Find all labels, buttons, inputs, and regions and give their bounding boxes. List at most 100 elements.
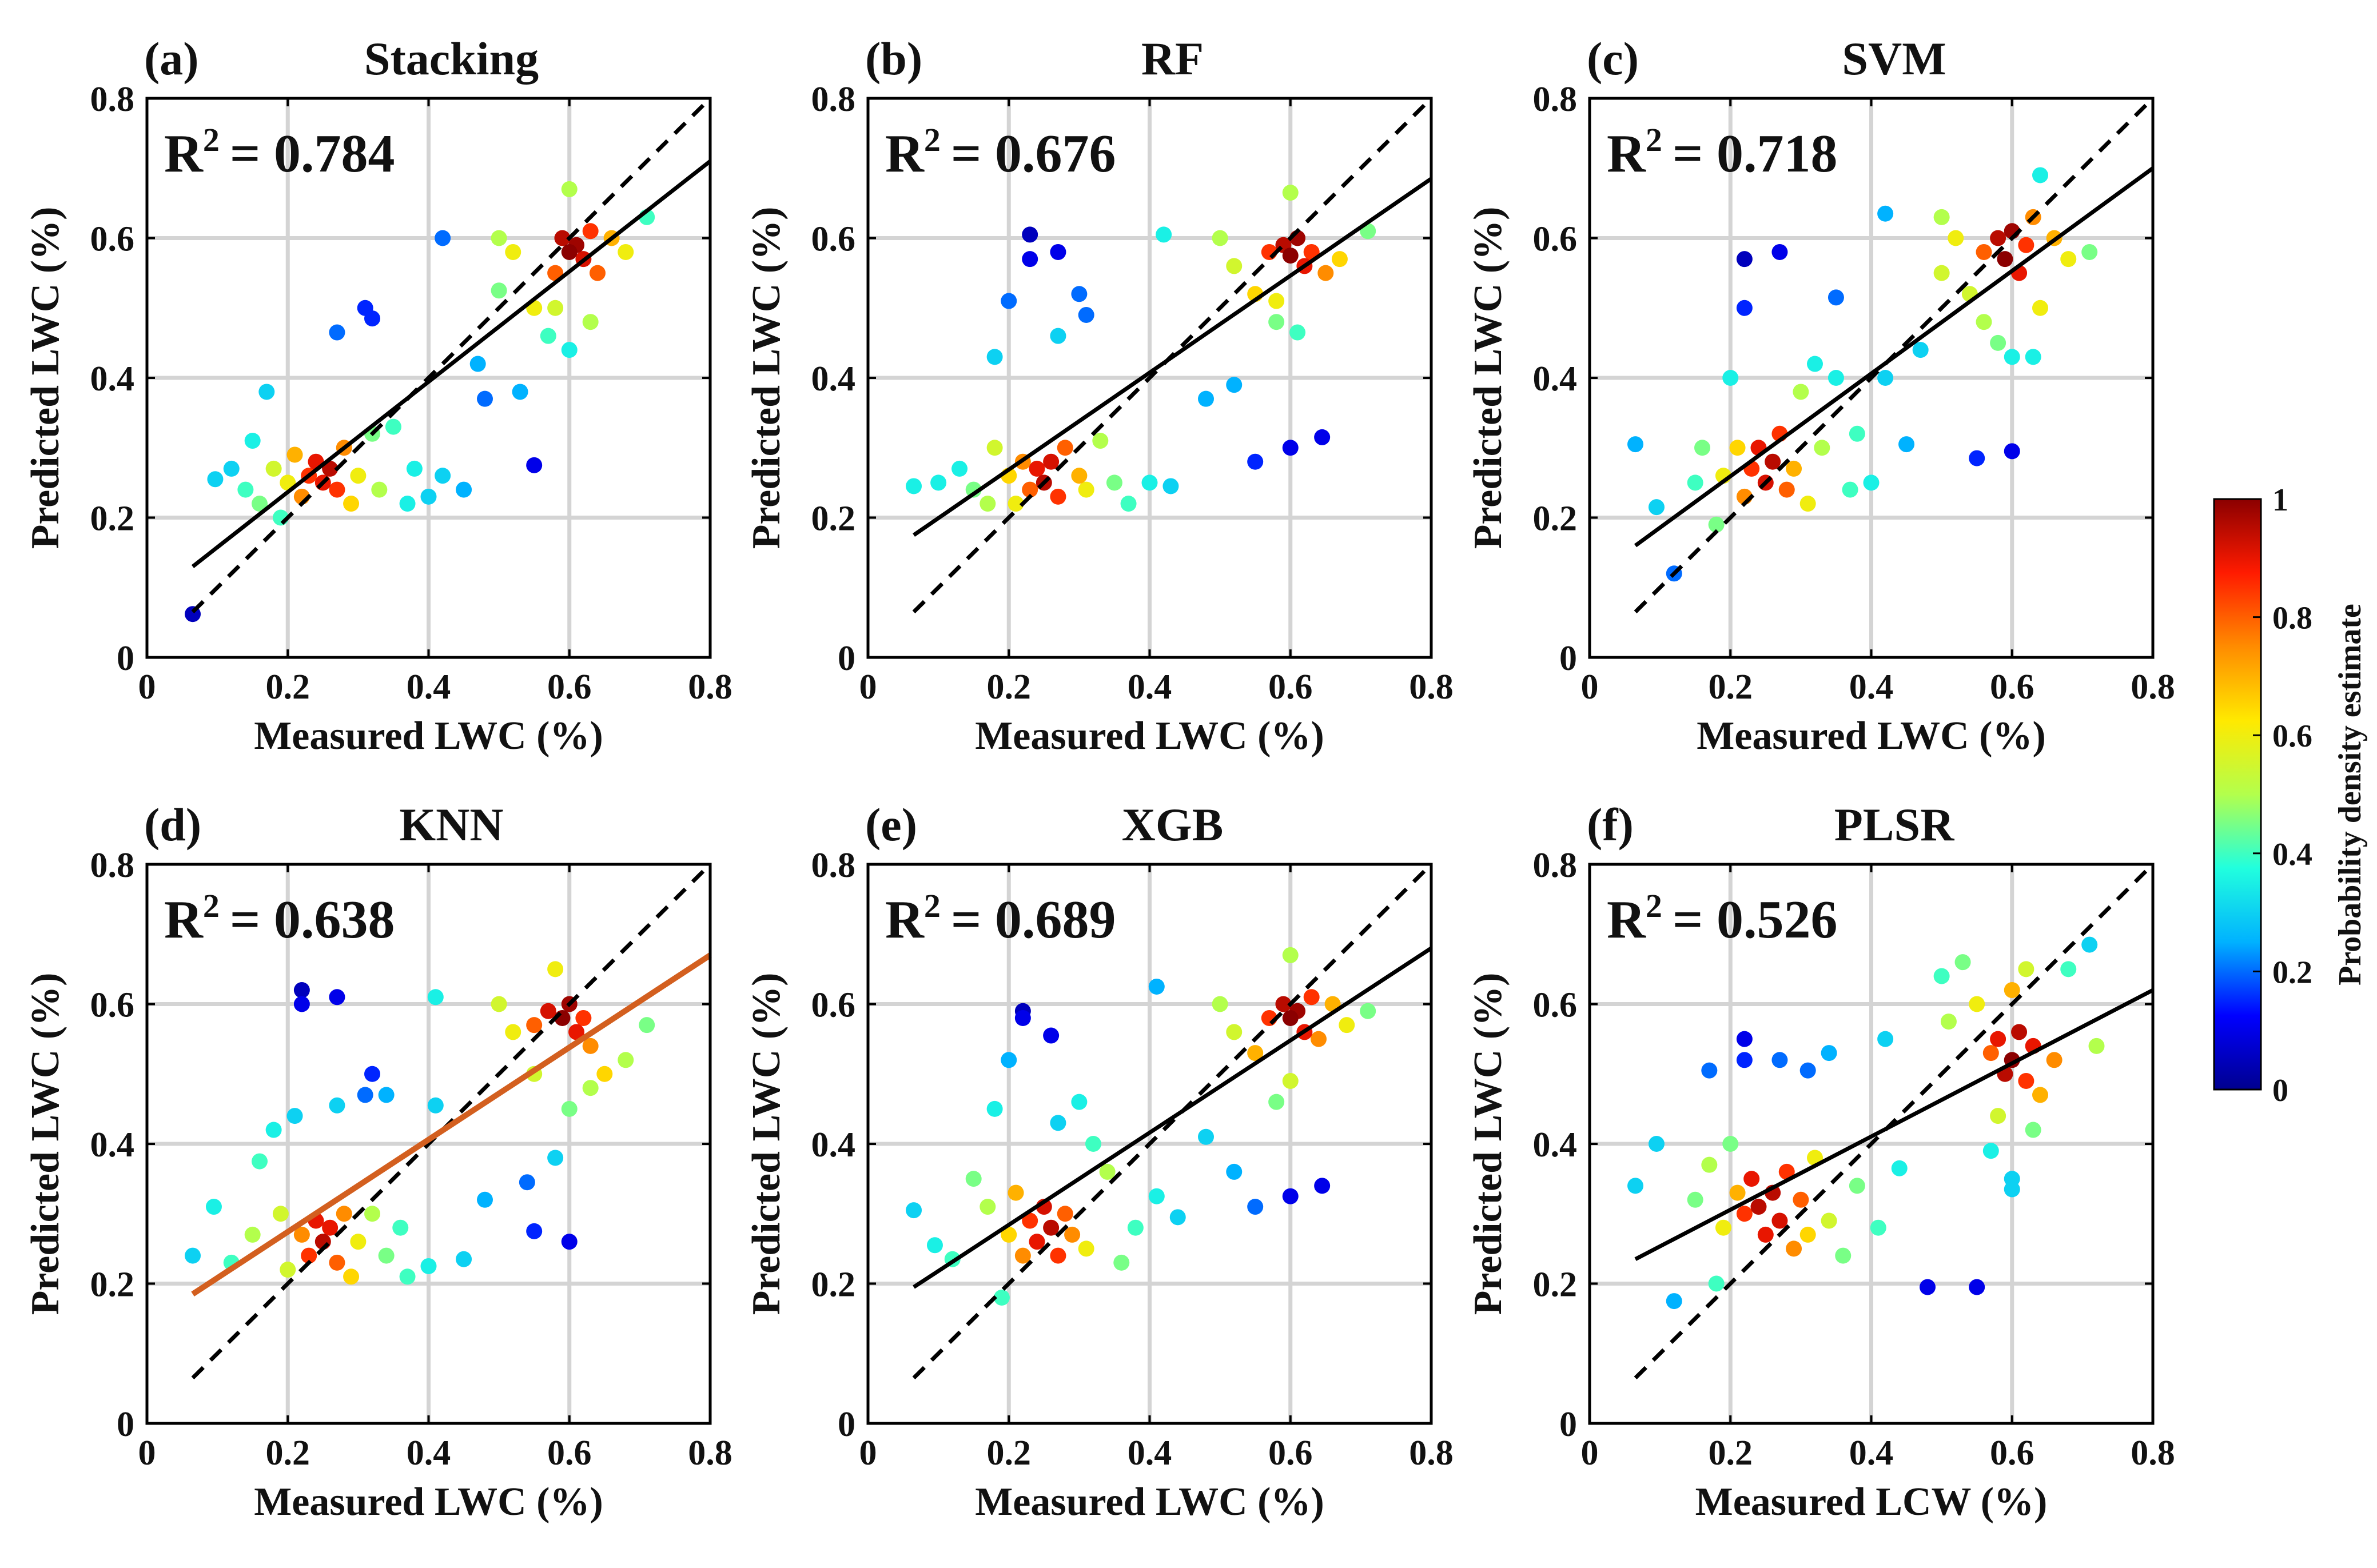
panel-label: (c)	[1587, 33, 1639, 85]
scatter-point	[1078, 1240, 1094, 1257]
scatter-point	[1722, 1136, 1739, 1152]
r2-superscript: 2	[1646, 887, 1662, 924]
scatter-point	[1092, 433, 1109, 449]
scatter-point	[1014, 1247, 1031, 1264]
y-tick-label: 0.6	[90, 986, 135, 1025]
scatter-point	[427, 989, 444, 1006]
scatter-point	[1743, 1171, 1760, 1187]
panel-label: (a)	[144, 33, 199, 85]
scatter-point	[1933, 265, 1950, 281]
scatter-point	[293, 982, 310, 999]
r-squared-annotation: R2 = 0.784	[164, 121, 395, 183]
scatter-point	[1793, 1191, 1809, 1208]
scatter-point	[1849, 425, 1865, 442]
x-tick-label: 0.6	[547, 1434, 592, 1473]
scatter-point	[1360, 1003, 1376, 1019]
scatter-point	[540, 328, 556, 344]
x-axis-label: Measured LCW (%)	[1695, 1480, 2048, 1524]
scatter-point	[1990, 1108, 2006, 1124]
scatter-point	[350, 468, 367, 484]
scatter-point	[1736, 251, 1753, 268]
scatter-point	[2004, 349, 2020, 365]
scatter-point	[435, 230, 451, 246]
r2-superscript: 2	[203, 887, 220, 924]
r2-prefix: R	[164, 890, 204, 949]
scatter-point	[258, 384, 275, 400]
y-tick-label: 0.4	[90, 1126, 135, 1164]
scatter-point	[1064, 1226, 1081, 1243]
r2-prefix: R	[885, 124, 925, 183]
scatter-point	[343, 496, 360, 512]
y-tick-label: 0.2	[90, 1266, 135, 1304]
scatter-point	[1729, 1184, 1746, 1201]
scatter-point	[1106, 474, 1122, 491]
scatter-point	[1226, 377, 1243, 393]
scatter-point	[322, 1219, 339, 1236]
y-tick-label: 0	[1559, 1405, 1577, 1444]
scatter-point	[1247, 1199, 1264, 1215]
y-tick-label: 0.6	[90, 220, 135, 259]
scatter-point	[1289, 324, 1306, 341]
r2-superscript: 2	[1646, 121, 1662, 158]
scatter-point	[1736, 300, 1753, 316]
scatter-point	[1008, 496, 1024, 512]
scatter-point	[1282, 440, 1299, 456]
x-tick-label: 0	[138, 668, 156, 707]
y-tick-label: 0.4	[811, 1126, 856, 1164]
scatter-point	[2018, 961, 2034, 977]
scatter-point	[561, 244, 578, 260]
scatter-point	[1990, 1031, 2006, 1047]
x-tick-label: 0.4	[1849, 668, 1894, 707]
scatter-point	[1029, 460, 1045, 477]
scatter-points	[185, 961, 655, 1285]
scatter-point	[1071, 1094, 1088, 1110]
scatter-point	[343, 1268, 360, 1285]
colorbar-tick-label: 0.2	[2272, 955, 2312, 990]
scatter-point	[272, 1206, 289, 1222]
scatter-point	[1849, 1178, 1865, 1194]
scatter-point	[1877, 205, 1894, 222]
scatter-point	[280, 1262, 296, 1278]
x-tick-label: 0	[859, 1434, 877, 1473]
scatter-point	[1339, 1017, 1355, 1034]
scatter-point	[582, 1038, 599, 1054]
scatter-point	[2081, 244, 2098, 260]
colorbar-tick-label: 0	[2272, 1073, 2288, 1108]
scatter-point	[1976, 244, 1992, 260]
scatter-point	[547, 1150, 564, 1166]
scatter-point	[2088, 1038, 2105, 1054]
scatter-point	[491, 230, 507, 246]
x-tick-label: 0.8	[688, 668, 732, 707]
fit-line	[913, 177, 1432, 537]
scatter-point	[1821, 1045, 1837, 1062]
scatter-point	[420, 488, 437, 505]
scatter-point	[1687, 474, 1703, 491]
scatter-point	[1282, 1072, 1299, 1089]
scatter-point	[1198, 390, 1214, 407]
scatter-point	[1247, 1045, 1264, 1062]
colorbar-tick-label: 0.4	[2272, 837, 2312, 872]
scatter-point	[371, 481, 388, 498]
scatter-point	[1765, 453, 1781, 470]
scatter-point	[1898, 436, 1915, 453]
scatter-point	[491, 282, 507, 299]
x-tick-label: 0.2	[1709, 1434, 1753, 1473]
scatter-point	[926, 1237, 943, 1254]
r2-superscript: 2	[924, 887, 941, 924]
y-axis-label: Predicted LWC (%)	[23, 207, 67, 549]
scatter-point	[575, 1010, 592, 1026]
scatter-point	[1085, 1136, 1101, 1152]
scatter-point	[906, 478, 922, 494]
r-squared-annotation: R2 = 0.718	[1607, 121, 1837, 183]
scatter-point	[1969, 996, 1985, 1012]
scatter-point	[512, 384, 528, 400]
scatter-point	[2046, 1052, 2063, 1068]
scatter-point	[435, 468, 451, 484]
scatter-point	[1169, 1209, 1186, 1226]
panel-title: RF	[1141, 33, 1204, 85]
scatter-point	[207, 471, 224, 488]
fit-line	[1634, 166, 2155, 548]
scatter-point	[1736, 1052, 1753, 1068]
scatter-point	[1022, 251, 1038, 268]
